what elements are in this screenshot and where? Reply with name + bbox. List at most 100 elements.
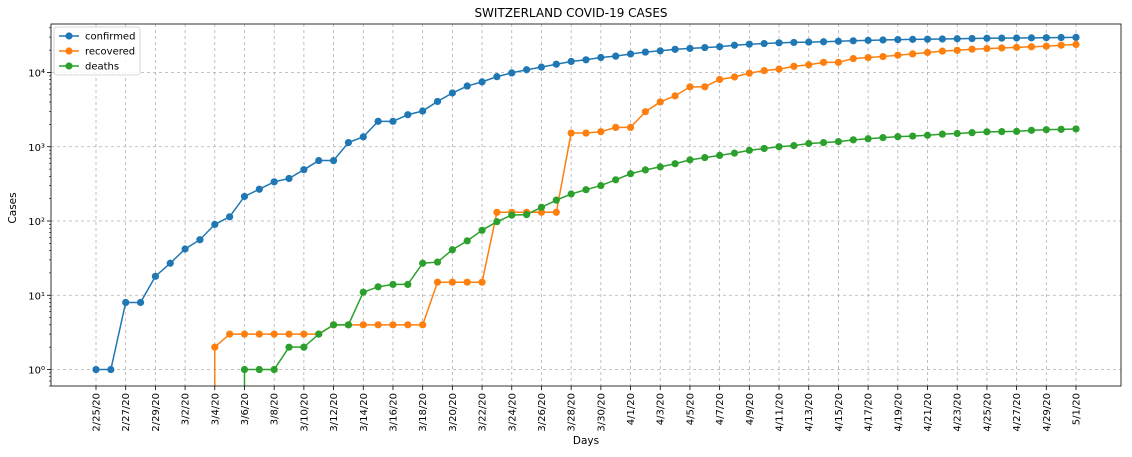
x-tick-label: 2/29/20: [151, 393, 162, 432]
data-point: [1013, 34, 1021, 42]
y-tick-label: 10⁰: [28, 366, 45, 377]
x-tick-label: 4/7/20: [715, 393, 726, 425]
legend-label-recovered: recovered: [85, 47, 135, 58]
x-tick-label: 4/3/20: [656, 393, 667, 425]
data-point: [656, 47, 664, 55]
x-tick-label: 4/23/20: [953, 393, 964, 432]
data-point: [419, 259, 427, 267]
data-point: [255, 330, 263, 338]
data-point: [493, 73, 501, 81]
data-point: [597, 181, 605, 190]
data-point: [344, 321, 353, 329]
data-point: [701, 153, 709, 162]
data-point: [968, 129, 976, 137]
x-tick-label: 3/28/20: [567, 393, 578, 432]
data-point: [92, 365, 100, 374]
chart-title: SWITZERLAND COVID-19 CASES: [474, 6, 667, 20]
data-point: [300, 343, 308, 351]
data-point: [255, 185, 263, 193]
data-point: [433, 258, 442, 266]
data-point: [864, 53, 872, 62]
data-point: [270, 365, 278, 374]
data-point: [285, 343, 293, 351]
data-point: [849, 37, 857, 45]
data-point: [597, 128, 605, 136]
x-tick-label: 4/13/20: [804, 393, 815, 432]
x-tick-label: 4/19/20: [893, 393, 904, 432]
data-point: [597, 53, 605, 62]
data-point: [834, 58, 843, 66]
x-tick-label: 3/20/20: [448, 393, 459, 432]
data-point: [315, 156, 323, 165]
data-point: [1013, 127, 1021, 136]
data-point: [419, 107, 427, 115]
data-point: [151, 272, 159, 280]
data-point: [968, 45, 976, 53]
data-point: [1042, 34, 1050, 42]
data-point: [983, 34, 991, 42]
data-point: [493, 218, 501, 226]
x-tick-label: 3/30/20: [596, 393, 607, 432]
data-point: [404, 321, 412, 329]
data-point: [686, 156, 694, 164]
data-point: [359, 321, 367, 329]
data-point: [909, 132, 917, 140]
y-tick-label: 10³: [28, 143, 45, 154]
data-point: [448, 246, 456, 254]
data-point: [671, 45, 679, 53]
x-tick-label: 3/6/20: [240, 393, 251, 425]
data-point: [537, 63, 546, 71]
data-point: [1027, 126, 1036, 134]
data-point: [374, 321, 382, 329]
data-point: [938, 130, 946, 138]
data-point: [329, 321, 338, 329]
data-point: [819, 58, 828, 66]
x-tick-label: 4/11/20: [775, 393, 786, 432]
data-point: [344, 138, 353, 147]
data-point: [686, 44, 694, 53]
x-axis-label: Days: [573, 435, 599, 447]
data-point: [1072, 125, 1080, 133]
data-point: [909, 50, 917, 58]
data-point: [1057, 125, 1065, 133]
data-point: [716, 75, 724, 84]
data-point: [359, 133, 367, 141]
x-tick-label: 3/16/20: [388, 393, 399, 432]
data-point: [775, 39, 783, 47]
data-point: [716, 43, 724, 51]
x-tick-label: 2/27/20: [121, 393, 132, 432]
data-point: [612, 52, 620, 60]
data-point: [612, 123, 620, 131]
data-point: [626, 123, 635, 131]
data-point: [983, 44, 991, 53]
data-point: [240, 192, 249, 201]
x-tick-label: 4/27/20: [1012, 393, 1023, 432]
data-point: [122, 298, 130, 307]
x-tick-label: 3/4/20: [210, 393, 221, 425]
data-point: [879, 36, 887, 44]
data-point: [463, 237, 471, 245]
x-tick-label: 3/8/20: [270, 393, 281, 425]
data-point: [270, 178, 278, 186]
y-tick-label: 10²: [28, 217, 45, 228]
x-tick-label: 4/5/20: [685, 393, 696, 425]
data-point: [894, 133, 902, 141]
data-point: [953, 129, 961, 138]
data-point: [166, 259, 174, 267]
data-point: [760, 67, 768, 75]
x-tick-label: 3/24/20: [507, 393, 518, 432]
data-point: [834, 137, 843, 146]
data-point: [879, 52, 887, 61]
data-point: [998, 44, 1006, 52]
x-tick-label: 4/1/20: [626, 393, 637, 425]
data-point: [805, 38, 813, 46]
data-point: [359, 288, 367, 296]
data-point: [404, 280, 412, 289]
data-point: [270, 330, 278, 338]
data-point: [775, 65, 783, 73]
data-point: [641, 108, 649, 116]
data-point: [864, 36, 872, 44]
y-tick-label: 10¹: [28, 291, 45, 302]
data-point: [1057, 33, 1065, 42]
data-point: [1027, 43, 1036, 51]
